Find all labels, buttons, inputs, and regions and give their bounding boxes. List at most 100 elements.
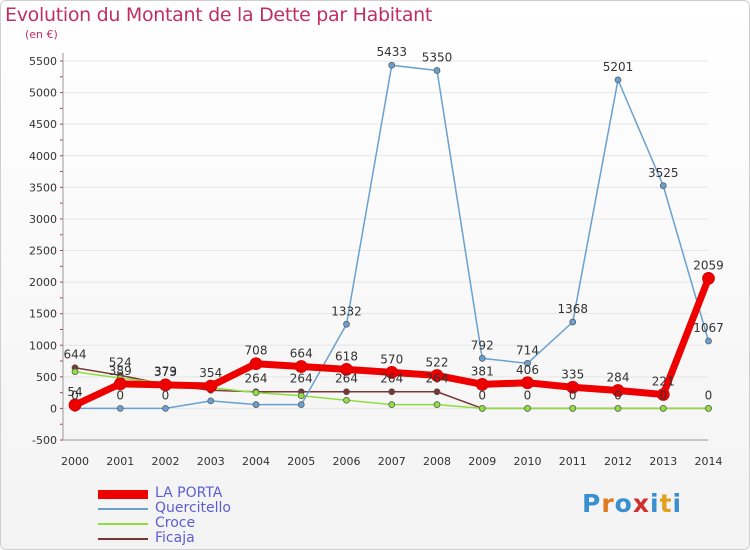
logo-letter: i: [672, 489, 683, 518]
logo-letter: o: [614, 489, 633, 518]
data-label: 379: [154, 364, 177, 378]
data-label: 522: [426, 355, 449, 369]
data-label: 0: [71, 388, 79, 402]
data-label: 714: [516, 343, 539, 357]
data-label: 524: [109, 355, 132, 369]
data-label: 5350: [422, 50, 453, 64]
data-point: [433, 67, 441, 74]
data-label: 381: [471, 364, 494, 378]
data-label: 5433: [376, 45, 407, 59]
data-point: [252, 401, 260, 408]
legend-swatch-ficaja: [98, 538, 148, 540]
data-point: [294, 360, 308, 373]
legend-label-ficaja: Ficaja: [155, 530, 195, 546]
data-point: [524, 405, 531, 412]
data-point: [611, 384, 625, 397]
data-label: 1368: [557, 302, 588, 316]
y-tick-label: 5500: [29, 55, 57, 68]
logo-letter: i: [650, 489, 660, 518]
data-label: 1067: [693, 321, 724, 335]
data-point: [614, 76, 622, 84]
data-label: 406: [516, 363, 539, 377]
data-label: 708: [245, 344, 268, 358]
data-point: [566, 380, 580, 394]
data-point: [702, 272, 715, 285]
data-point: [705, 337, 712, 345]
data-label: 264: [380, 372, 403, 386]
data-label: 0: [524, 388, 532, 402]
x-tick-label: 2002: [152, 455, 180, 468]
y-tick-label: 0: [50, 402, 57, 415]
x-tick-label: 2014: [695, 455, 723, 468]
data-point: [68, 398, 82, 412]
x-tick-label: 2009: [468, 455, 496, 468]
data-point: [388, 61, 396, 69]
data-point: [249, 357, 263, 371]
logo-letter: P: [582, 489, 602, 518]
data-point: [659, 405, 667, 412]
data-label: 0: [569, 388, 577, 402]
data-point: [433, 388, 441, 396]
data-point: [71, 368, 79, 376]
legend-swatch-croce: [98, 523, 148, 525]
data-point: [343, 388, 350, 396]
data-label: 264: [426, 372, 449, 386]
logo-letter: r: [601, 489, 615, 518]
data-point: [113, 377, 127, 391]
data-label: 664: [290, 346, 313, 360]
data-label: 0: [705, 388, 713, 402]
data-label: 54: [67, 385, 82, 399]
data-label: 0: [478, 388, 486, 402]
y-tick-label: 3000: [29, 213, 57, 226]
x-tick-label: 2007: [378, 455, 406, 468]
data-label: 5201: [603, 60, 634, 74]
y-tick-label: 2000: [29, 276, 57, 289]
data-point: [478, 355, 486, 362]
data-label: 0: [659, 388, 667, 402]
x-tick-label: 2010: [514, 455, 542, 468]
x-tick-label: 2008: [423, 455, 451, 468]
data-point: [204, 379, 218, 393]
y-tick-label: 4500: [29, 118, 57, 131]
y-tick-label: 5000: [29, 87, 57, 100]
data-label: 570: [380, 352, 403, 366]
data-label: 792: [471, 338, 494, 352]
data-point: [297, 401, 305, 408]
data-label: 644: [64, 348, 87, 362]
logo-letter: x: [632, 489, 650, 518]
data-label: 284: [607, 370, 630, 384]
y-tick-label: 500: [36, 371, 57, 384]
chart-unit: (en €): [25, 28, 58, 41]
data-point: [569, 405, 577, 412]
data-label: 2059: [693, 258, 724, 272]
legend-swatch-quercitello: [98, 508, 148, 510]
data-point: [521, 376, 534, 390]
data-label: 0: [162, 388, 170, 402]
chart-title: Evolution du Montant de la Dette par Hab…: [5, 4, 433, 26]
data-point: [524, 359, 531, 367]
data-point: [116, 405, 124, 412]
data-point: [705, 405, 712, 412]
x-tick-label: 2005: [287, 455, 315, 468]
data-point: [388, 388, 396, 396]
y-tick-label: 3500: [29, 181, 57, 194]
x-tick-label: 2001: [106, 455, 134, 468]
legend-label-la-porta: LA PORTA: [155, 485, 223, 501]
data-label: 3525: [648, 166, 679, 180]
x-tick-label: 2011: [559, 455, 587, 468]
data-point: [343, 396, 350, 404]
data-label: 618: [335, 349, 358, 363]
x-tick-label: 2004: [242, 455, 270, 468]
x-tick-label: 2013: [649, 455, 677, 468]
data-point: [475, 378, 489, 391]
legend-label-croce: Croce: [155, 515, 196, 531]
data-point: [343, 320, 350, 328]
legend-label-quercitello: Quercitello: [155, 500, 231, 516]
data-point: [478, 405, 486, 412]
data-point: [659, 182, 667, 190]
y-tick-label: 1500: [29, 308, 57, 321]
proxiti-logo: Proxiti: [582, 489, 682, 518]
data-label: 1332: [331, 304, 362, 318]
